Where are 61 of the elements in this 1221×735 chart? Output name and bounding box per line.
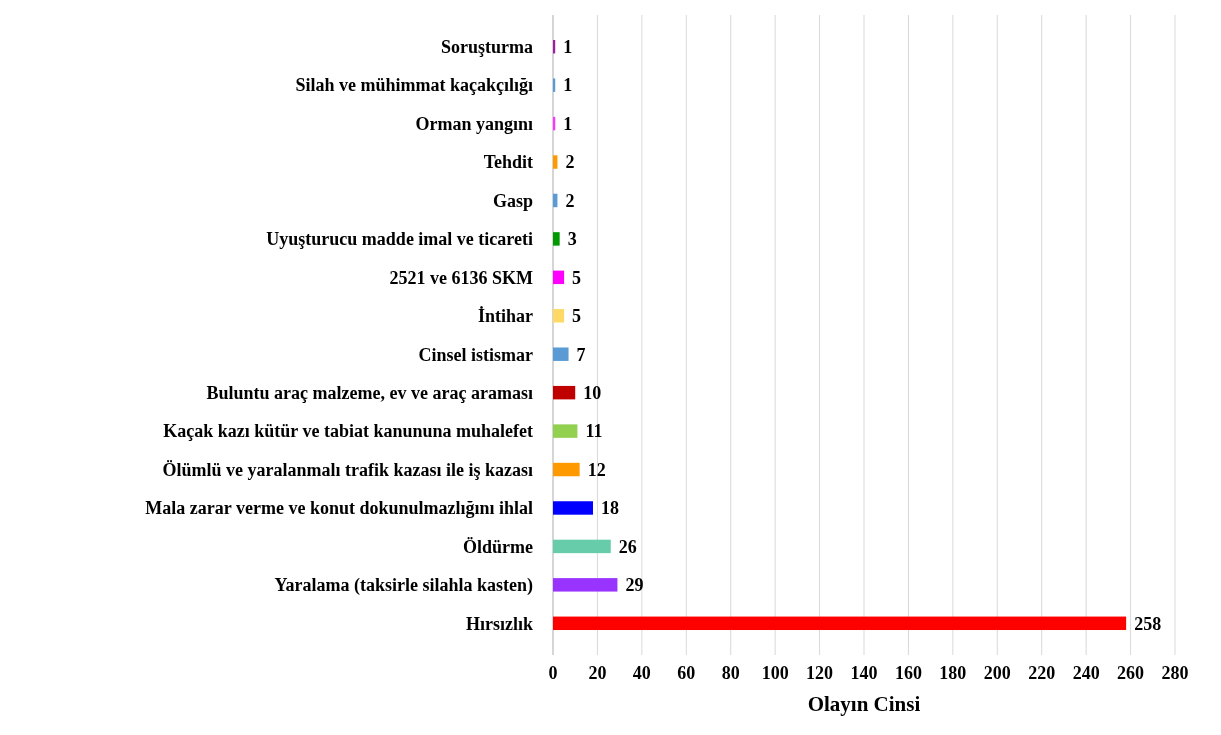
data-label: 2 — [565, 152, 575, 173]
x-tick-label: 100 — [761, 663, 789, 683]
data-label: 258 — [1134, 613, 1162, 634]
x-axis-title: Olayın Cinsi — [807, 692, 921, 716]
data-label: 5 — [572, 306, 582, 327]
data-label: 10 — [583, 382, 602, 403]
y-tick-label: Gasp — [492, 190, 533, 211]
y-tick-label: Silah ve mühimmat kaçakçılığı — [295, 75, 533, 96]
x-tick-label: 180 — [939, 663, 967, 683]
x-tick-label: 120 — [806, 663, 834, 683]
data-label: 29 — [625, 575, 644, 596]
y-tick-label: 2521 ve 6136 SKM — [389, 267, 533, 288]
y-tick-label: İntihar — [477, 306, 534, 327]
data-label: 1 — [563, 113, 573, 134]
bar — [553, 578, 618, 592]
y-tick-label: Buluntu araç malzeme, ev ve araç araması — [206, 382, 533, 403]
y-tick-label: Yaralama (taksirle silahla kasten) — [274, 575, 533, 597]
x-tick-label: 80 — [721, 663, 740, 683]
bar — [553, 232, 560, 246]
data-label: 11 — [585, 421, 603, 442]
bar — [553, 309, 565, 323]
bar — [553, 462, 580, 477]
bar — [553, 539, 611, 554]
data-label: 1 — [563, 75, 573, 96]
x-tick-label: 240 — [1072, 663, 1100, 683]
data-label: 7 — [576, 344, 586, 365]
data-label: 3 — [567, 229, 577, 250]
data-label: 18 — [600, 498, 619, 519]
y-tick-label: Cinsel istismar — [418, 344, 534, 365]
x-tick-label: 200 — [983, 663, 1011, 683]
y-tick-label: Kaçak kazı kütür ve tabiat kanununa muhalefet — [163, 421, 533, 442]
bar — [553, 501, 593, 515]
bar — [553, 347, 569, 361]
bar — [553, 155, 558, 169]
x-tick-label: 260 — [1117, 663, 1145, 683]
y-tick-label: Ölümlü ve yaralanmalı trafik kazası ile iş kazası — [162, 459, 533, 480]
x-tick-label: 160 — [894, 663, 922, 683]
bar — [553, 616, 1127, 631]
x-tick-label: 60 — [677, 663, 696, 683]
y-tick-label: Soruşturma — [440, 37, 533, 58]
y-tick-label: Mala zarar verme ve konut dokunulmazlığını ihlal — [145, 498, 533, 519]
data-label: 5 — [572, 267, 582, 288]
y-tick-label: Hırsızlık — [466, 613, 533, 634]
data-label: 2 — [565, 190, 575, 211]
data-label: 12 — [587, 459, 606, 480]
bar — [553, 385, 576, 400]
x-tick-label: 280 — [1161, 663, 1189, 683]
data-label: 1 — [563, 37, 573, 58]
x-tick-label: 0 — [548, 663, 558, 683]
y-tick-label: Orman yangını — [415, 113, 533, 134]
bar — [553, 78, 556, 92]
y-tick-label: Tehdit — [483, 152, 534, 173]
x-tick-label: 20 — [588, 663, 607, 683]
bar — [553, 270, 565, 285]
bar — [553, 424, 578, 438]
y-tick-label: Uyuşturucu madde imal ve ticareti — [266, 229, 533, 250]
data-label: 26 — [618, 536, 637, 557]
y-tick-label: Öldürme — [463, 536, 534, 557]
x-tick-label: 40 — [632, 663, 651, 683]
x-tick-label: 220 — [1028, 663, 1056, 683]
x-tick-label: 140 — [850, 663, 878, 683]
